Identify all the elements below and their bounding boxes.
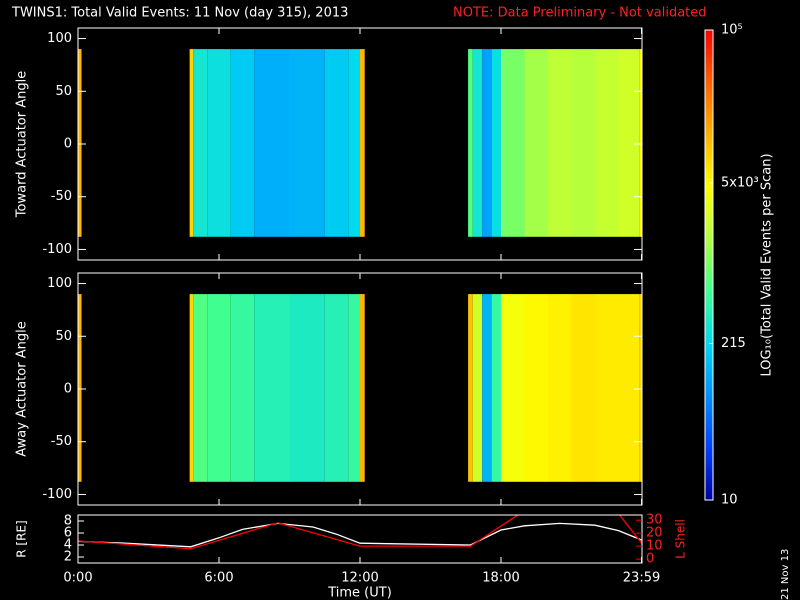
heat-cell	[571, 49, 595, 237]
y-tick-label: 6	[64, 526, 72, 541]
heat-cell	[548, 294, 572, 482]
heat-cell	[595, 294, 619, 482]
heat-cell	[348, 49, 360, 237]
series-line	[78, 522, 642, 548]
heat-cell	[595, 49, 619, 237]
heat-cell	[230, 49, 255, 237]
y-tick-label: -100	[42, 487, 72, 502]
heat-cell	[78, 294, 82, 482]
y-tick-label: 2	[64, 550, 72, 565]
y2-tick-label: 10	[646, 539, 663, 554]
heat-cell	[491, 294, 501, 482]
heat-cell	[230, 294, 255, 482]
heat-cell	[524, 294, 548, 482]
heat-cell	[360, 49, 365, 237]
heat-cell	[254, 294, 290, 482]
y-tick-label: 0	[64, 382, 72, 397]
note: NOTE: Data Preliminary - Not validated	[453, 6, 707, 21]
y-tick-label: -100	[42, 242, 72, 257]
heat-cell	[472, 294, 483, 482]
y-tick-label: 100	[47, 31, 72, 46]
colorbar	[704, 29, 714, 501]
y2-tick-label: 0	[646, 552, 654, 567]
y-axis-label: Away Actuator Angle	[15, 321, 30, 456]
x-tick-label: 23:59	[623, 571, 660, 586]
heat-cell	[78, 49, 82, 237]
y-tick-label: -50	[51, 434, 72, 449]
heat-cell	[472, 49, 483, 237]
heat-cell	[348, 294, 360, 482]
y-tick-label: 50	[55, 329, 72, 344]
x-tick-label: 0:00	[63, 571, 92, 586]
colorbar-tick-label: 10⁵	[721, 23, 743, 38]
y-axis-label: Toward Actuator Angle	[15, 71, 30, 218]
y-tick-label: 100	[47, 276, 72, 291]
heat-cell	[324, 294, 349, 482]
heat-cell	[639, 294, 642, 482]
plot-frame	[77, 514, 643, 564]
heat-cell	[193, 294, 208, 482]
y-tick-label: 4	[64, 538, 72, 553]
colorbar-tick-label: 215	[721, 336, 746, 351]
colorbar-tick-label: 5x10³	[721, 175, 759, 190]
x-tick-label: 12:00	[341, 571, 378, 586]
heat-cell	[207, 49, 231, 237]
heat-cell	[501, 49, 525, 237]
series-line	[78, 515, 642, 550]
chart-title: TWINS1: Total Valid Events: 11 Nov (day …	[11, 6, 348, 21]
colorbar-label: LOG₁₀(Total Valid Events per Scan)	[760, 153, 775, 376]
heat-cell	[639, 49, 642, 237]
line-layer	[78, 515, 642, 550]
x-tick-label: 6:00	[204, 571, 233, 586]
heat-cell	[207, 294, 231, 482]
heat-cell	[324, 49, 349, 237]
heat-cell	[254, 49, 290, 237]
heat-cell	[501, 294, 525, 482]
heat-cell	[618, 49, 640, 237]
colorbar-tick-label: 10	[721, 493, 738, 508]
heat-cell	[524, 49, 548, 237]
heat-cell	[491, 49, 501, 237]
heat-cell	[548, 49, 572, 237]
heat-cell	[482, 294, 492, 482]
y-tick-label: 0	[64, 137, 72, 152]
heat-cell	[482, 49, 492, 237]
heat-cell	[189, 294, 194, 482]
heat-cell	[571, 294, 595, 482]
y2-axis-label: L Shell	[674, 519, 688, 559]
heat-cell	[618, 294, 640, 482]
heat-cell	[289, 294, 325, 482]
y-tick-label: -50	[51, 189, 72, 204]
heat-cell	[193, 49, 208, 237]
heat-cell	[468, 294, 473, 482]
heat-cell	[468, 49, 473, 237]
y-axis-label: R [RE]	[15, 520, 29, 557]
heat-cell	[289, 49, 325, 237]
x-tick-label: 18:00	[482, 571, 519, 586]
heat-cell	[360, 294, 365, 482]
heat-cell	[189, 49, 194, 237]
y-tick-label: 50	[55, 84, 72, 99]
date-stamp: 21 Nov 13	[780, 549, 791, 600]
y2-tick-label: 20	[646, 526, 663, 541]
x-axis-label: Time (UT)	[327, 586, 392, 600]
y-tick-label: 8	[64, 514, 72, 529]
y2-tick-label: 30	[646, 513, 663, 528]
